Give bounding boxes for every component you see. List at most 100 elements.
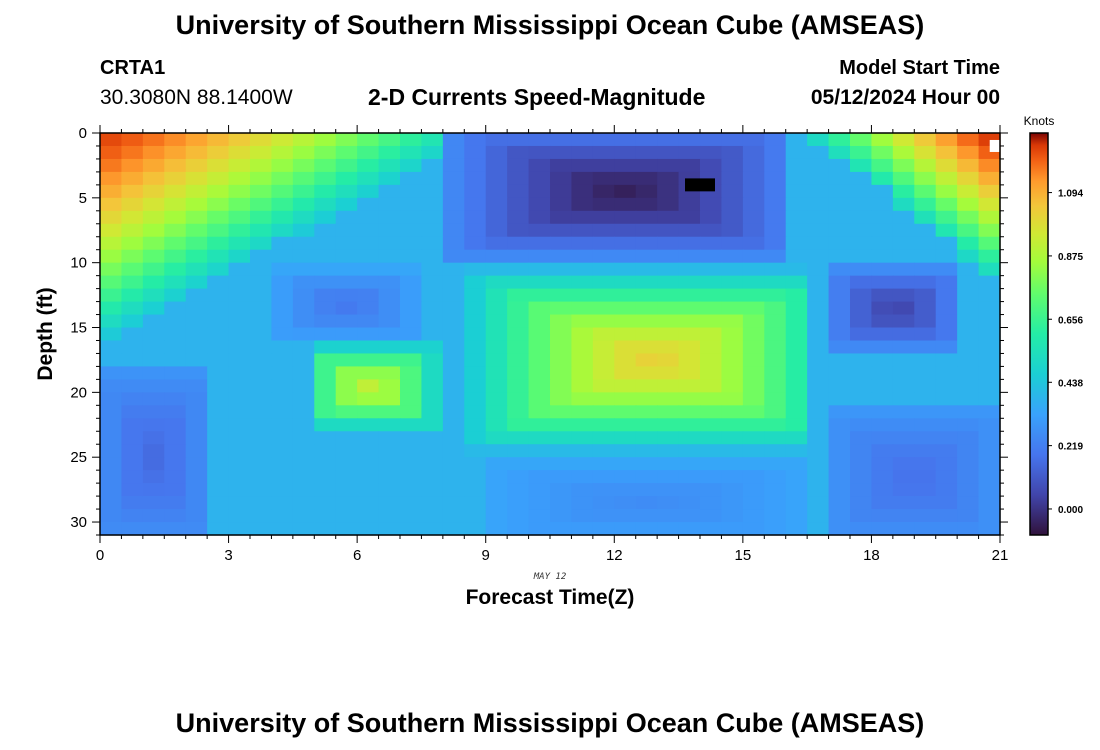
- heatmap-cell: [978, 223, 1001, 238]
- heatmap-cell: [657, 431, 680, 445]
- heatmap-cell: [700, 314, 723, 329]
- heatmap-cell: [978, 236, 1001, 251]
- heatmap-cell: [121, 496, 144, 510]
- heatmap-cell: [871, 262, 894, 277]
- heatmap-cell: [464, 184, 487, 199]
- heatmap-cell: [742, 184, 765, 199]
- heatmap-cell: [292, 197, 315, 212]
- heatmap-cell: [164, 366, 187, 380]
- y-tick-label: 30: [70, 514, 87, 531]
- heatmap-cell: [550, 340, 573, 355]
- heatmap-cell: [957, 431, 980, 445]
- heatmap-cell: [914, 184, 937, 199]
- heatmap-cell: [164, 184, 187, 199]
- heatmap-cell: [635, 379, 658, 393]
- heatmap-cell: [185, 405, 208, 419]
- heatmap-cell: [271, 418, 294, 432]
- heatmap-cell: [164, 171, 187, 186]
- heatmap-cell: [421, 249, 444, 264]
- heatmap-cell: [807, 145, 830, 160]
- heatmap-cell: [935, 210, 958, 225]
- heatmap-cell: [228, 327, 251, 342]
- heatmap-cell: [828, 158, 851, 173]
- heatmap-cell: [635, 301, 658, 316]
- heatmap-cell: [700, 366, 723, 380]
- heatmap-cell: [550, 379, 573, 393]
- heatmap-cell: [335, 197, 358, 212]
- heatmap-cell: [335, 262, 358, 277]
- heatmap-cell: [378, 314, 401, 329]
- heatmap-cell: [100, 314, 123, 329]
- x-tick-label: 15: [735, 547, 752, 564]
- heatmap-cell: [271, 522, 294, 536]
- heatmap-cell: [464, 522, 487, 536]
- heatmap-cell: [571, 301, 594, 316]
- heatmap-cell: [592, 418, 615, 432]
- heatmap-cell: [507, 158, 530, 173]
- heatmap-cell: [828, 327, 851, 342]
- heatmap-cell: [464, 236, 487, 251]
- heatmap-cell: [485, 158, 508, 173]
- heatmap-cell: [142, 327, 165, 342]
- heatmap-cell: [678, 158, 701, 173]
- heatmap-cell: [378, 184, 401, 199]
- heatmap-cell: [250, 379, 273, 393]
- heatmap-cell: [614, 158, 637, 173]
- heatmap-cell: [442, 379, 465, 393]
- heatmap-cell: [764, 158, 787, 173]
- heatmap-cell: [571, 522, 594, 536]
- heatmap-cell: [228, 340, 251, 355]
- heatmap-cell: [914, 171, 937, 186]
- heatmap-cell: [678, 457, 701, 471]
- heatmap-cell: [550, 392, 573, 406]
- heatmap-cell: [850, 145, 873, 160]
- heatmap-cell: [100, 288, 123, 303]
- heatmap-cell: [378, 236, 401, 251]
- heatmap-cell: [935, 249, 958, 264]
- heatmap-cell: [592, 262, 615, 277]
- heatmap-cell: [292, 275, 315, 290]
- heatmap-cell: [892, 327, 915, 342]
- x-tick-label: 12: [606, 547, 623, 564]
- heatmap-cell: [850, 327, 873, 342]
- heatmap-cell: [678, 509, 701, 523]
- heatmap-cell: [550, 249, 573, 264]
- heatmap-cell: [400, 340, 423, 355]
- heatmap-cell: [335, 327, 358, 342]
- heatmap-cell: [400, 197, 423, 212]
- heatmap-cell: [721, 392, 744, 406]
- heatmap-cell: [635, 197, 658, 212]
- heatmap-cell: [828, 223, 851, 238]
- heatmap-cell: [292, 210, 315, 225]
- heatmap-cell: [485, 133, 508, 147]
- heatmap-cell: [121, 366, 144, 380]
- heatmap-cell: [100, 340, 123, 355]
- heatmap-cell: [292, 184, 315, 199]
- heatmap-cell: [485, 236, 508, 251]
- heatmap-cell: [614, 314, 637, 329]
- heatmap-cell: [121, 288, 144, 303]
- heatmap-cell: [871, 379, 894, 393]
- heatmap-cell: [828, 496, 851, 510]
- heatmap-cell: [957, 210, 980, 225]
- heatmap-cell: [528, 327, 551, 342]
- heatmap-cell: [635, 418, 658, 432]
- heatmap-cell: [142, 210, 165, 225]
- heatmap-cell: [914, 158, 937, 173]
- heatmap-cell: [807, 158, 830, 173]
- heatmap-cell: [164, 522, 187, 536]
- heatmap-cell: [421, 210, 444, 225]
- heatmap-cell: [142, 457, 165, 471]
- heatmap-cell: [485, 249, 508, 264]
- heatmap-cell: [228, 483, 251, 497]
- heatmap-cell: [228, 197, 251, 212]
- heatmap-cell: [850, 133, 873, 147]
- heatmap-cell: [357, 223, 380, 238]
- heatmap-cell: [742, 158, 765, 173]
- heatmap-cell: [228, 366, 251, 380]
- heatmap-cell: [742, 223, 765, 238]
- heatmap-cell: [228, 158, 251, 173]
- heatmap-cell: [828, 470, 851, 484]
- heatmap-cell: [592, 366, 615, 380]
- heatmap-cell: [571, 249, 594, 264]
